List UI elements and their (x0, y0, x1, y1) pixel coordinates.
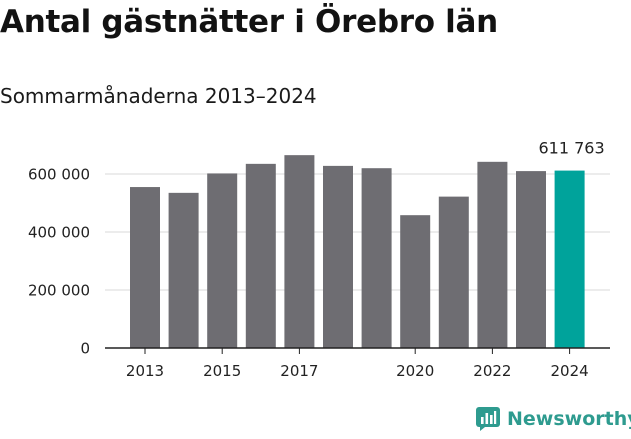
bar (130, 187, 160, 348)
bar (361, 168, 392, 348)
y-tick-label: 600 000 (28, 166, 90, 184)
brand-logo[interactable]: Newsworthy (475, 406, 631, 432)
bar (400, 215, 431, 348)
y-tick-label: 400 000 (28, 224, 90, 242)
newsworthy-logo-icon (476, 407, 500, 431)
bars (130, 155, 585, 348)
chart-subtitle: Sommarmånaderna 2013–2024 (0, 84, 317, 108)
y-tick-label: 0 (80, 340, 90, 358)
bar (554, 170, 585, 348)
brand-name: Newsworthy (507, 408, 631, 430)
bar (323, 165, 353, 348)
bar (477, 161, 508, 348)
bar (207, 173, 238, 348)
x-tick-label: 2020 (396, 362, 434, 380)
x-tick-label: 2017 (280, 362, 318, 380)
x-tick-label: 2013 (126, 362, 164, 380)
bar (438, 196, 469, 348)
bar (516, 171, 546, 348)
x-tick-label: 2024 (551, 362, 589, 380)
x-tick-label: 2022 (473, 362, 511, 380)
bar (168, 192, 199, 348)
chart-title: Antal gästnätter i Örebro län (0, 4, 498, 40)
bar (284, 155, 315, 348)
data-label: 611 763 (539, 139, 605, 158)
x-tick-label: 2015 (203, 362, 241, 380)
y-tick-label: 200 000 (28, 282, 90, 300)
chart-labels: 0 200 000 400 000 600 000 2013 2015 2017 2020 20… (28, 139, 610, 380)
bar (245, 163, 276, 348)
